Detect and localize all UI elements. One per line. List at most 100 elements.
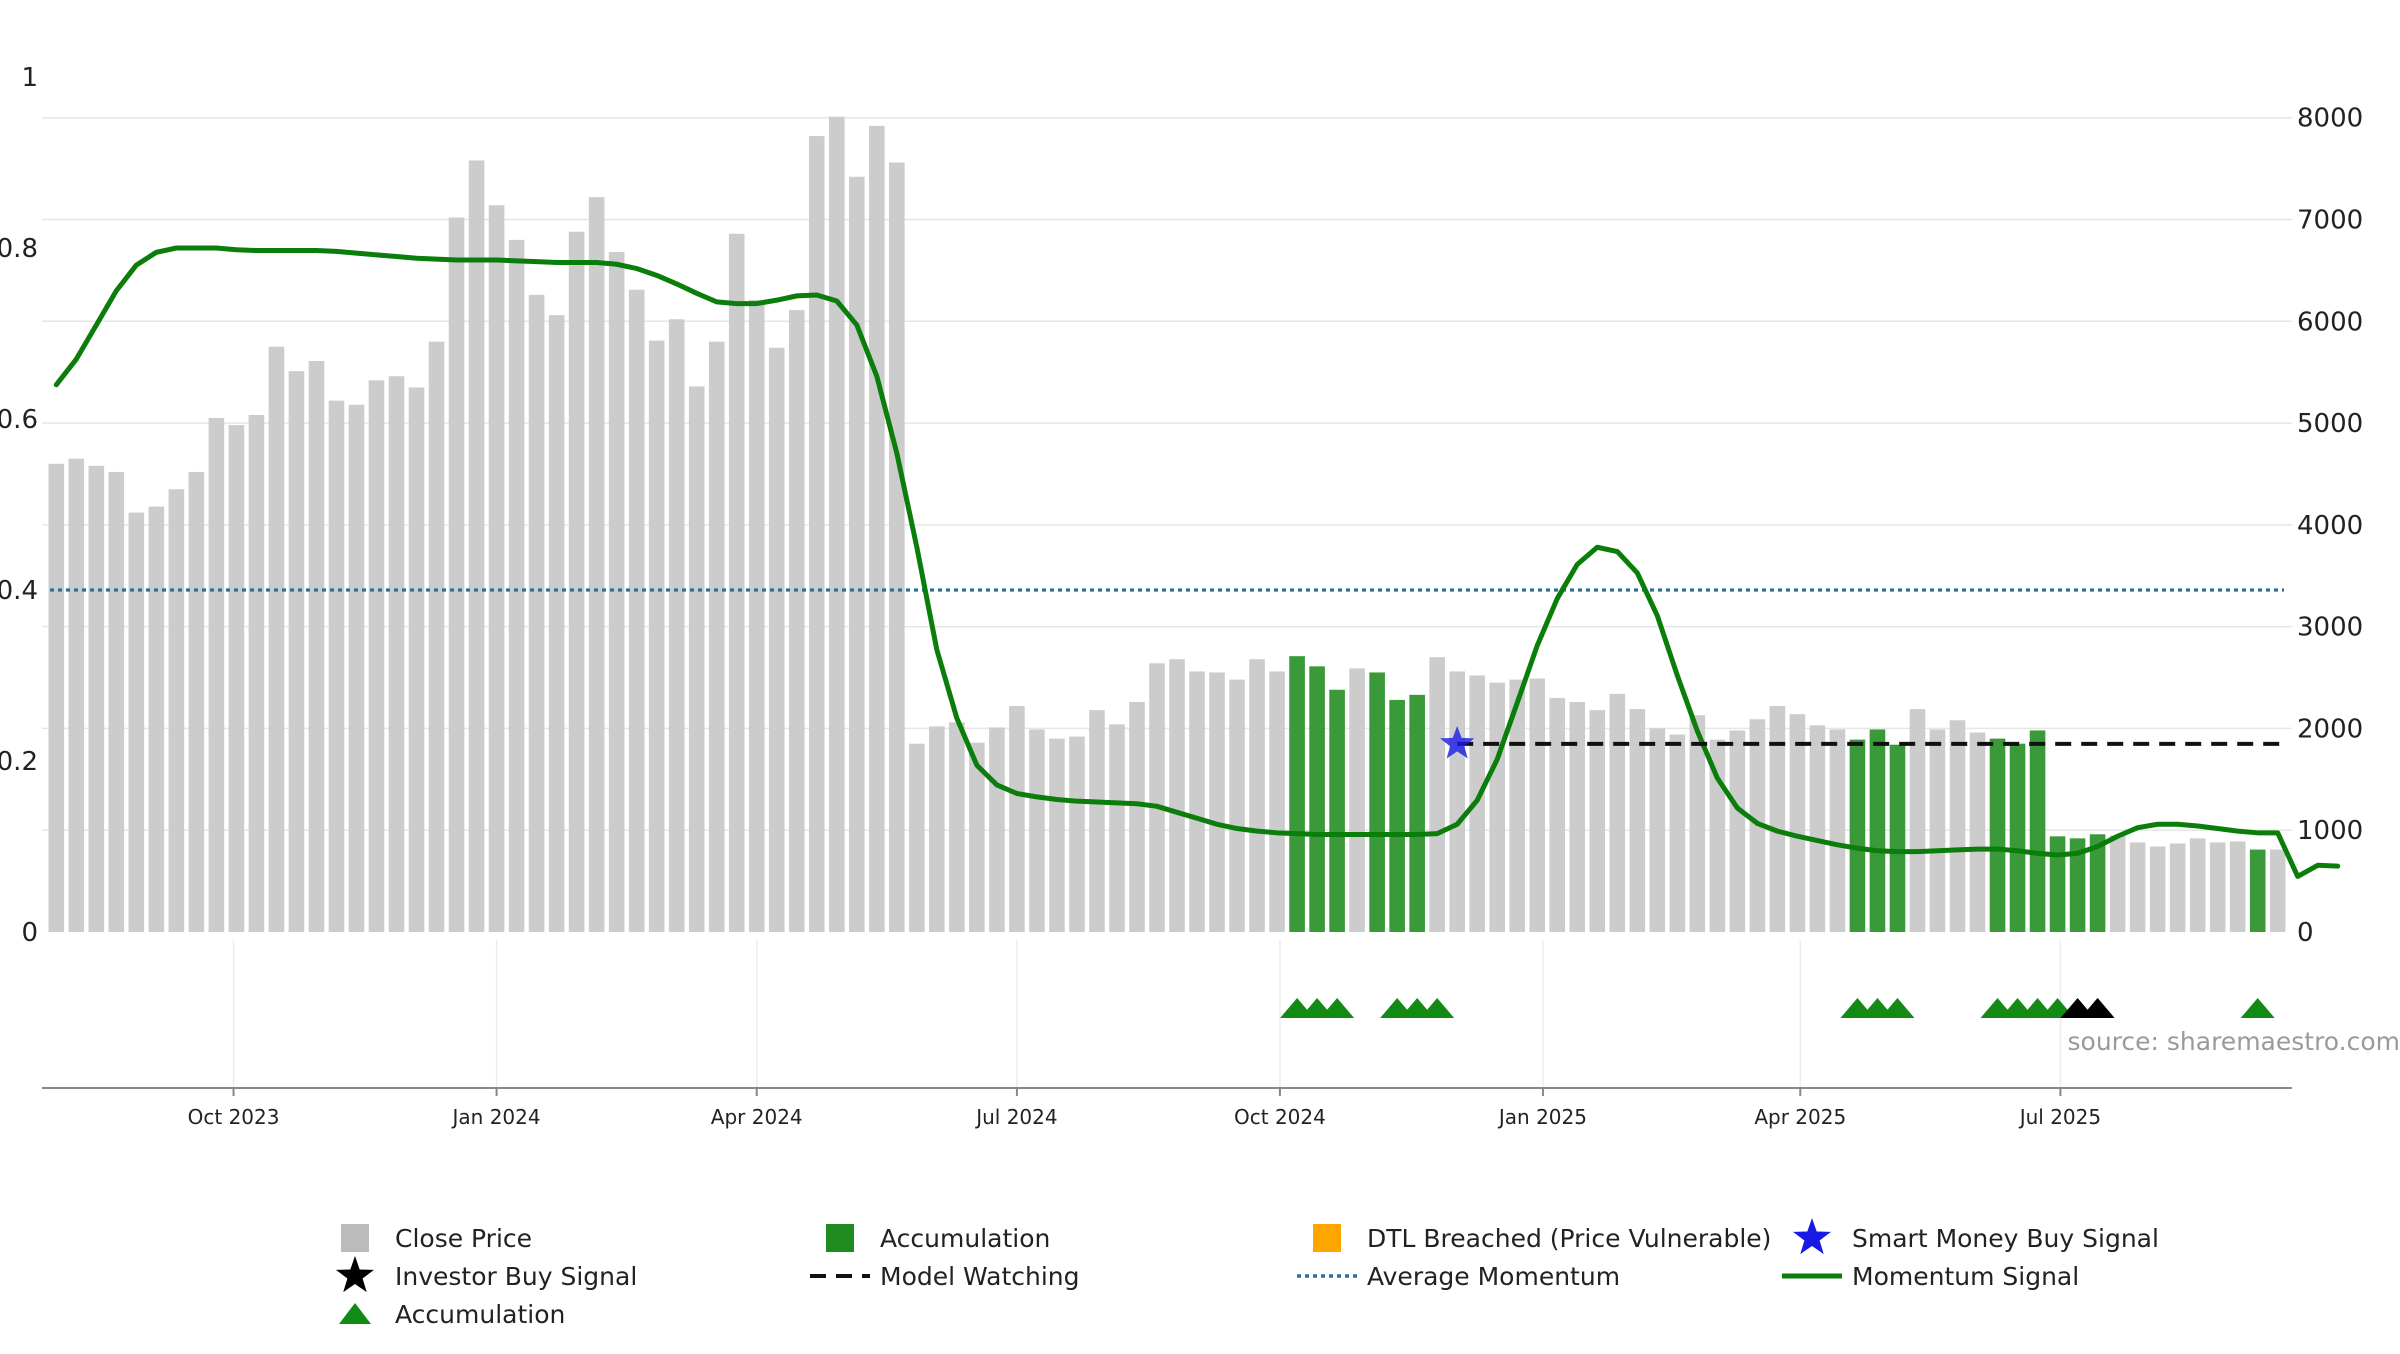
close-price-bar: [1790, 714, 1806, 932]
accumulation-bar: [1990, 739, 2006, 932]
close-price-bar: [2170, 843, 2186, 932]
close-price-bar: [709, 342, 725, 932]
legend-item-investor: Investor Buy Signal: [336, 1256, 637, 1292]
legend-label: Accumulation: [880, 1224, 1050, 1253]
close-price-bar: [929, 726, 945, 932]
close-price-bar: [749, 300, 765, 932]
close-price-bar: [1970, 733, 1986, 933]
close-price-bar: [409, 387, 425, 932]
close-price-bar: [789, 310, 805, 932]
close-price-bar: [429, 342, 445, 932]
close-price-bar: [449, 217, 465, 932]
legend-label: Momentum Signal: [1852, 1262, 2079, 1291]
close-price-bar: [2130, 842, 2146, 932]
legend-label: Accumulation: [395, 1300, 565, 1329]
close-price-bar: [1569, 702, 1585, 932]
close-price-bar: [2230, 841, 2246, 932]
close-price-bar: [2270, 850, 2286, 932]
close-price-bar: [189, 472, 205, 932]
left-axis-tick-label: 0.8: [0, 234, 38, 264]
close-price-bar: [1830, 729, 1846, 932]
close-price-bar: [349, 405, 365, 932]
legend-label: Model Watching: [880, 1262, 1080, 1291]
close-price-bar: [1229, 680, 1245, 932]
close-price-bar: [369, 380, 385, 932]
close-price-bar: [1209, 672, 1225, 932]
legend-label: Investor Buy Signal: [395, 1262, 637, 1291]
close-price-bar: [509, 240, 525, 932]
legend-item-mom: Momentum Signal: [1782, 1262, 2079, 1291]
right-axis-tick-label: 1000: [2297, 816, 2363, 846]
close-price-bar: [1069, 737, 1085, 932]
close-price-bar: [629, 290, 645, 932]
legend-label: DTL Breached (Price Vulnerable): [1367, 1224, 1771, 1253]
close-price-bar: [669, 319, 685, 932]
close-price-bar: [1810, 725, 1826, 932]
right-axis-tick-label: 7000: [2297, 206, 2363, 236]
close-price-bar: [1529, 679, 1545, 932]
close-price-bar: [389, 376, 405, 932]
legend-accumulation-triangle: [339, 1303, 371, 1324]
close-price-bar: [1349, 668, 1365, 932]
x-axis-tick-label: Jul 2024: [974, 1105, 1057, 1129]
legend-accumulation-swatch: [826, 1224, 854, 1252]
close-price-bar: [249, 415, 265, 932]
close-price-bar: [889, 163, 905, 933]
close-price-bar: [1489, 683, 1505, 932]
close-price-bar: [589, 197, 605, 932]
accumulation-bar: [1389, 700, 1405, 932]
close-price-bar: [89, 466, 105, 932]
accumulation-bar: [1329, 690, 1345, 932]
close-price-bar: [569, 232, 585, 932]
close-price-bar: [1129, 702, 1145, 932]
legend-item-dtl: DTL Breached (Price Vulnerable): [1313, 1224, 1771, 1253]
close-price-bar: [729, 234, 745, 932]
x-axis-tick-label: Jul 2025: [2018, 1105, 2101, 1129]
accumulation-bar: [1870, 729, 1886, 932]
right-axis-tick-label: 5000: [2297, 409, 2363, 439]
legend-label: Average Momentum: [1367, 1262, 1620, 1291]
x-axis-tick-label: Apr 2024: [711, 1105, 803, 1129]
close-price-bar: [2110, 835, 2126, 932]
legend-item-accum: Accumulation: [826, 1224, 1050, 1253]
left-axis-tick-label: 1: [21, 63, 38, 93]
legend-item-accum_tri: Accumulation: [339, 1300, 565, 1329]
accumulation-bar: [2250, 850, 2266, 932]
accumulation-triangle: [2241, 998, 2275, 1018]
right-axis-tick-label: 6000: [2297, 307, 2363, 337]
close-price-bar: [1930, 729, 1946, 932]
close-price-bar: [2150, 847, 2166, 933]
close-price-bar: [1429, 657, 1445, 932]
accumulation-bar: [1369, 672, 1385, 932]
close-price-bar: [829, 117, 845, 932]
close-price-bar: [849, 177, 865, 932]
close-price-bar: [229, 425, 245, 932]
right-axis-tick-label: 0: [2297, 918, 2314, 948]
close-price-bar: [269, 347, 285, 932]
left-axis-tick-label: 0.2: [0, 747, 38, 777]
close-price-bar: [1009, 706, 1025, 932]
close-price-bar: [1189, 671, 1205, 932]
signal-markers: [1280, 998, 2275, 1018]
accumulation-bar: [1850, 740, 1866, 932]
close-price-bar: [129, 513, 145, 932]
close-price-bar: [689, 386, 705, 932]
close-price-bar: [1950, 720, 1966, 932]
legend-close-price-swatch: [341, 1224, 369, 1252]
close-price-bar: [869, 126, 885, 932]
close-price-bar: [489, 205, 505, 932]
left-axis-tick-label: 0.6: [0, 405, 38, 435]
close-price-bar: [48, 464, 64, 932]
x-axis-tick-label: Oct 2023: [188, 1105, 280, 1129]
accumulation-bar: [1289, 656, 1305, 932]
close-price-bar: [1650, 728, 1666, 932]
close-price-bar: [549, 315, 565, 932]
legend-item-smart: Smart Money Buy Signal: [1793, 1218, 2159, 1254]
accumulation-bar: [2010, 744, 2026, 932]
x-axis-tick-label: Oct 2024: [1234, 1105, 1326, 1129]
left-axis-tick-label: 0.4: [0, 576, 38, 606]
close-price-bar: [109, 472, 125, 932]
legend-investor-star: [336, 1256, 374, 1292]
